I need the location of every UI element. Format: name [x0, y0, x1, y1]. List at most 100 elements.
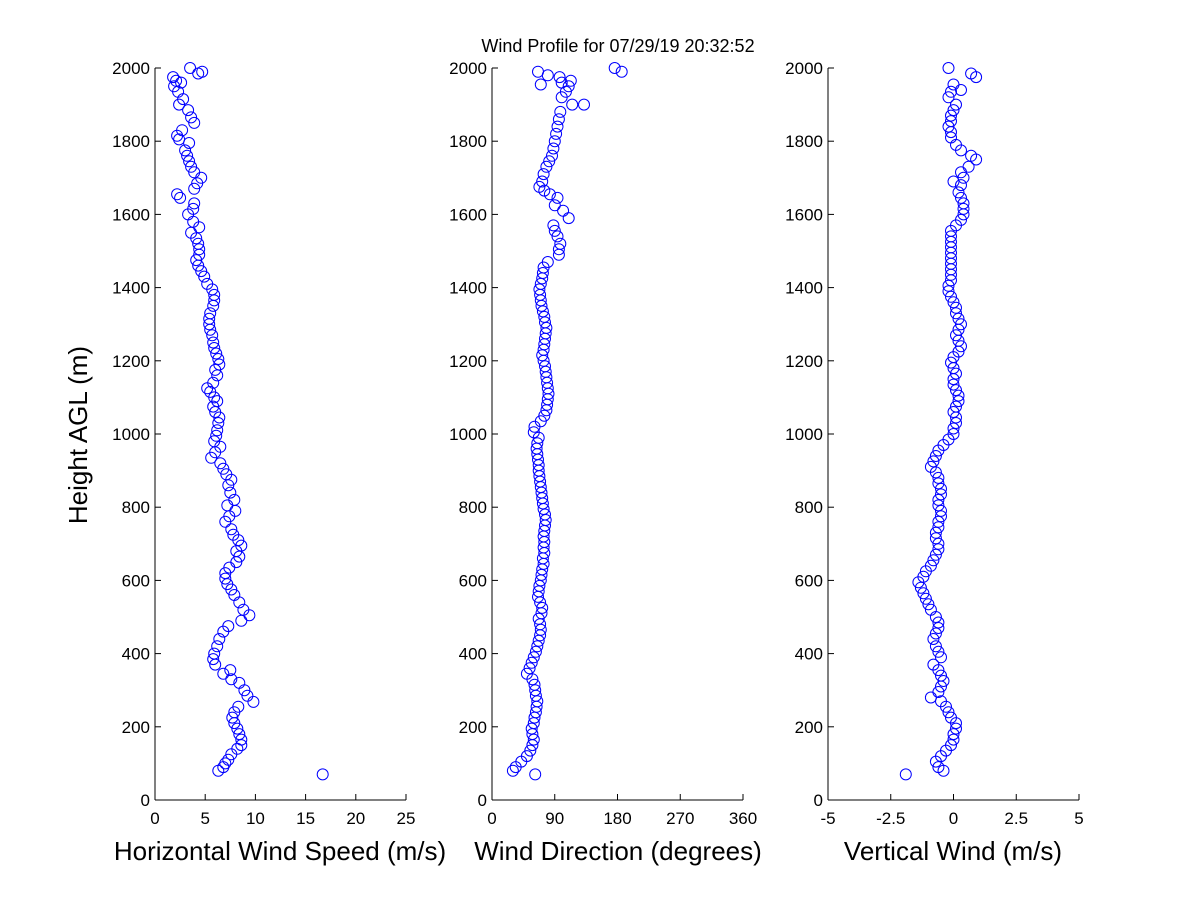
data-point	[193, 243, 206, 256]
data-point	[192, 237, 205, 250]
x-tick-label: 360	[729, 809, 757, 828]
y-tick-label: 400	[122, 645, 150, 664]
data-point	[955, 191, 967, 204]
data-point	[546, 149, 558, 162]
data-point	[927, 658, 940, 671]
data-point	[965, 149, 978, 162]
x-tick-label: 270	[666, 809, 694, 828]
data-point	[947, 78, 960, 91]
data-point	[932, 477, 945, 490]
data-point	[551, 120, 564, 133]
data-point	[551, 230, 564, 243]
data-point	[950, 384, 962, 397]
data-point	[942, 285, 955, 298]
x-tick-label: -2.5	[876, 809, 905, 828]
data-point	[235, 733, 248, 746]
data-point	[947, 428, 960, 440]
data-point	[225, 523, 238, 536]
data-point	[929, 526, 942, 539]
data-point	[316, 768, 329, 781]
y-tick-label: 0	[478, 791, 487, 810]
x-tick-label: 0	[487, 809, 496, 828]
data-point	[538, 310, 551, 323]
data-point	[533, 180, 546, 193]
data-point	[506, 764, 519, 777]
data-point	[929, 450, 942, 462]
data-point	[562, 212, 575, 225]
data-point	[529, 684, 542, 697]
y-tick-label: 1800	[449, 132, 487, 151]
data-point	[533, 283, 546, 296]
data-point	[548, 224, 561, 237]
data-point	[945, 85, 957, 98]
data-point	[217, 667, 230, 680]
data-point	[188, 116, 201, 129]
data-point	[188, 182, 201, 195]
x-tick-label: 180	[603, 809, 631, 828]
data-point	[955, 179, 967, 192]
data-point	[188, 197, 201, 210]
data-point	[523, 662, 536, 675]
y-tick-label: 2000	[785, 59, 823, 78]
data-point	[927, 455, 940, 468]
data-point	[945, 115, 957, 128]
data-point	[208, 288, 221, 301]
x-tick-label: -5	[820, 809, 835, 828]
x-tick-label: 2.5	[1004, 809, 1028, 828]
y-tick-label: 0	[141, 791, 150, 810]
y-tick-label: 600	[795, 571, 823, 590]
data-point	[950, 301, 962, 314]
data-point	[168, 80, 181, 93]
data-point	[524, 744, 537, 757]
data-point	[195, 265, 208, 278]
data-point	[950, 329, 962, 342]
y-tick-label: 1400	[785, 279, 823, 298]
data-point	[945, 739, 957, 752]
y-tick-label: 1600	[449, 205, 487, 224]
y-tick-label: 1400	[449, 279, 487, 298]
data-point	[615, 65, 628, 78]
x-axis-title-vertical: Vertical Wind (m/s)	[844, 836, 1062, 866]
data-point	[212, 417, 225, 429]
y-tick-label: 1000	[785, 425, 823, 444]
data-point	[213, 633, 226, 645]
data-point	[962, 160, 975, 173]
y-tick-label: 1200	[449, 352, 487, 371]
data-point	[950, 367, 962, 380]
figure-title: Wind Profile for 07/29/19 20:32:52	[481, 36, 754, 56]
y-tick-label: 400	[795, 645, 823, 664]
data-point	[214, 457, 227, 470]
data-point	[924, 460, 937, 473]
y-tick-label: 1000	[112, 425, 150, 444]
data-point	[547, 219, 560, 232]
data-point	[525, 656, 538, 669]
x-tick-label: 10	[246, 809, 265, 828]
data-point	[185, 111, 198, 124]
data-point	[608, 62, 621, 74]
data-point	[932, 499, 945, 512]
y-tick-label: 200	[795, 718, 823, 737]
data-point	[231, 722, 244, 735]
data-point	[957, 197, 970, 210]
data-point	[945, 109, 957, 122]
data-point	[552, 243, 565, 256]
data-point	[540, 160, 553, 173]
data-point	[935, 669, 947, 682]
data-point	[899, 768, 912, 781]
x-tick-label: 5	[200, 809, 209, 828]
data-point	[528, 678, 541, 691]
data-point	[538, 409, 551, 422]
data-point	[945, 711, 957, 724]
y-tick-label: 800	[795, 498, 823, 517]
data-point	[955, 213, 967, 226]
data-point	[226, 711, 239, 724]
x-tick-label: 90	[545, 809, 564, 828]
data-point	[929, 548, 942, 561]
data-point	[562, 80, 575, 93]
data-point	[564, 74, 577, 87]
data-point	[211, 395, 224, 408]
x-tick-label: 25	[397, 809, 416, 828]
panel-vertical-wind: 0 200 400 600 800 1000 1200 1400 1600 1800 2000 -5 -…	[785, 59, 1084, 828]
data-point	[527, 651, 540, 664]
